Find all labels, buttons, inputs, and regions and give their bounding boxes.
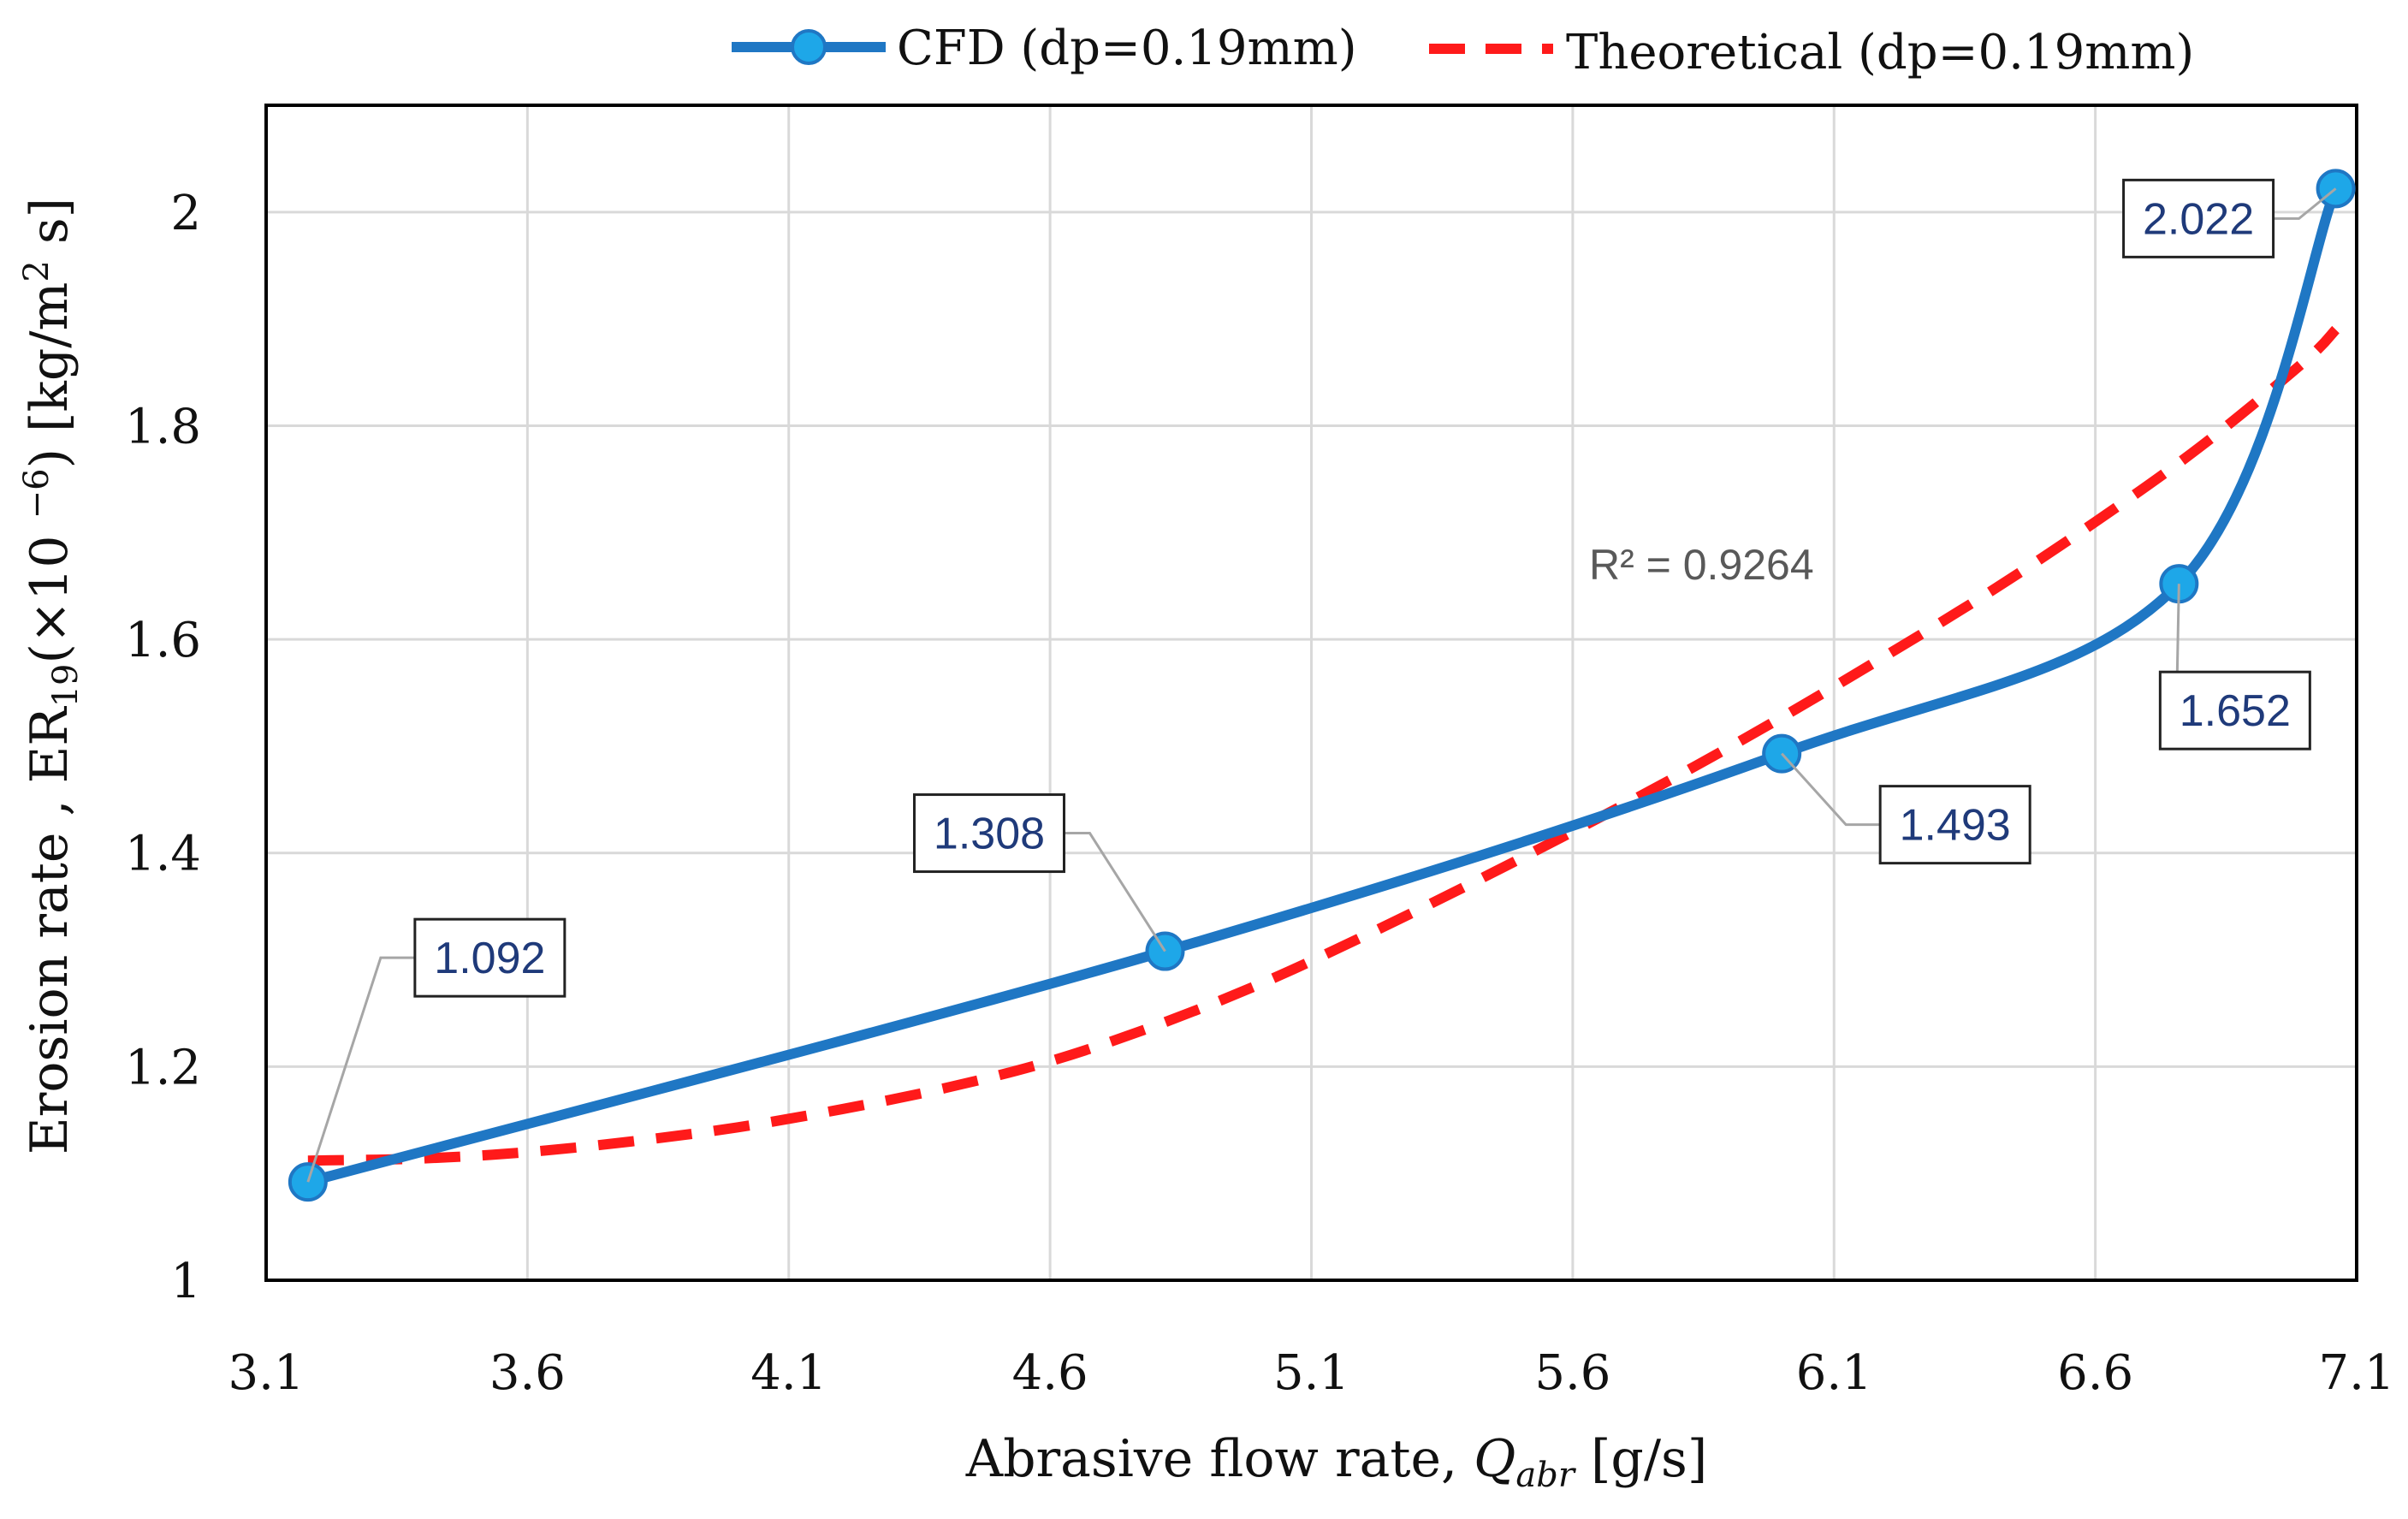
y-axis-title-post: ) [kg/m: [20, 282, 80, 469]
y-axis-title-end: s]: [20, 198, 80, 260]
y-tick-label: 1: [170, 1254, 201, 1309]
x-tick-label: 5.1: [1273, 1345, 1349, 1401]
y-tick-label: 1.2: [125, 1040, 201, 1095]
data-label-leader: [2175, 584, 2180, 673]
legend: CFD (dp=0.19mm) Theoretical (dp=0.19mm): [732, 21, 2194, 80]
label-layer: 1.092 1.308 1.493 1.652 2.022: [306, 178, 2337, 1183]
legend-theoretical-label: Theoretical (dp=0.19mm): [1566, 25, 2194, 80]
data-label: 1.092: [434, 934, 545, 983]
y-axis-title-pre: Erosion rate , ER: [20, 706, 80, 1155]
y-tick-label: 1.4: [125, 827, 201, 882]
plot-frame: [264, 104, 2358, 1282]
data-label: 2.022: [2143, 194, 2254, 244]
data-label-leader: [1064, 832, 1166, 952]
y-axis-title-exp2: 2: [17, 260, 56, 282]
data-label: 1.652: [2180, 686, 2291, 736]
x-tick-label: 3.6: [489, 1345, 566, 1401]
series-layer: [288, 169, 2356, 1202]
grid-layer: [266, 105, 2357, 1280]
x-tick-label: 5.6: [1534, 1345, 1610, 1401]
x-axis-title-var: Q: [1474, 1429, 1515, 1489]
data-label-leader: [1781, 752, 1881, 827]
y-axis-title-mid: (×10: [20, 519, 80, 663]
y-axis-title-sub: 19: [46, 663, 86, 707]
data-label-box: [912, 793, 1065, 874]
x-axis-title-unit: [g/s]: [1575, 1429, 1707, 1489]
x-tick-label: 4.6: [1012, 1345, 1088, 1401]
y-tick-label: 1.8: [125, 399, 201, 454]
series-line-theoretical: [307, 325, 2340, 1166]
legend-cfd-label: CFD (dp=0.19mm): [897, 21, 1357, 76]
x-axis-title: Abrasive flow rate, Qabr [g/s]: [965, 1429, 1708, 1495]
x-axis-title-sub: abr: [1515, 1456, 1576, 1495]
y-axis-title-exp: −6: [17, 468, 56, 519]
data-label-box: [2122, 178, 2275, 258]
tick-layer: 3.1 3.6 4.1 4.6 5.1 5.6 6.1 6.6 7.1 1 1.2 1.4 1.6 1.8…: [125, 186, 2395, 1401]
data-label-box: [413, 917, 566, 998]
data-label-box: [2158, 670, 2311, 751]
series-line-cfd: [306, 187, 2341, 1187]
data-label-box: [1878, 785, 2031, 865]
data-label: 1.493: [1900, 801, 2011, 851]
y-tick-label: 2: [170, 186, 201, 241]
x-tick-label: 3.1: [228, 1345, 304, 1401]
r-squared-annotation: R² = 0.9264: [1589, 541, 1814, 589]
data-label-leader: [306, 956, 415, 1183]
legend-cfd-marker: [791, 29, 827, 65]
x-tick-label: 4.1: [750, 1345, 827, 1401]
x-tick-label: 6.1: [1796, 1345, 1872, 1401]
data-label-leader: [2273, 187, 2337, 220]
x-axis-title-main: Abrasive flow rate,: [965, 1429, 1474, 1489]
y-axis-title: Erosion rate , ER19(×10 −6) [kg/m2 s]: [17, 198, 86, 1154]
data-label: 1.308: [934, 810, 1045, 859]
x-tick-label: 7.1: [2318, 1345, 2394, 1401]
y-tick-label: 1.6: [125, 613, 201, 668]
x-tick-label: 6.6: [2057, 1345, 2133, 1401]
